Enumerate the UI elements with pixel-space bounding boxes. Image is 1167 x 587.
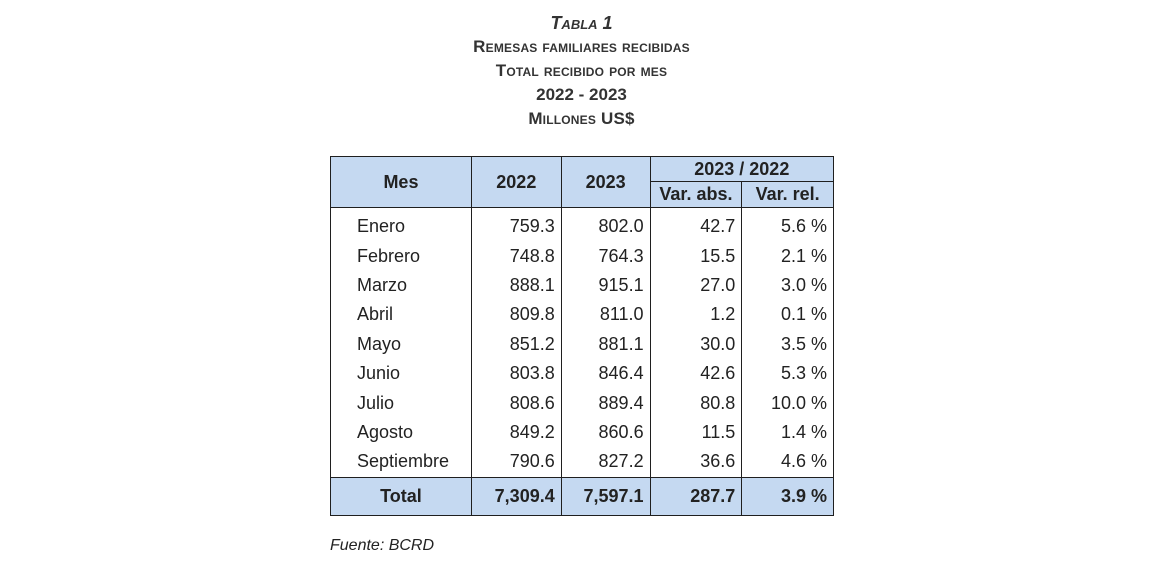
total-label: Total <box>330 476 472 516</box>
month-cell: Junio <box>330 358 472 389</box>
value-2023-cell: 889.4 <box>560 388 651 418</box>
total-var-rel: 3.9 % <box>741 476 834 516</box>
var-abs-cell: 30.0 <box>649 329 743 359</box>
value-2023-cell: 764.3 <box>560 241 651 271</box>
var-abs-cell: 80.8 <box>649 388 743 418</box>
title-line-2: Total recibido por mes <box>495 61 668 80</box>
table-body: Enero 759.3 802.0 42.7 5.6 % Febrero 748.8 764.… <box>330 207 834 478</box>
value-2023-cell: 802.0 <box>560 207 651 242</box>
var-abs-cell: 36.6 <box>649 447 743 478</box>
var-rel-cell: 5.3 % <box>741 358 834 389</box>
value-2023-cell: 860.6 <box>560 417 651 448</box>
table-header: Mes 2022 2023 2023 / 2022 Var. abs. Var.… <box>330 156 835 208</box>
table-row: Agosto 849.2 860.6 11.5 1.4 % <box>330 417 834 448</box>
value-2022-cell: 851.2 <box>470 329 562 359</box>
value-2023-cell: 827.2 <box>560 447 651 478</box>
header-2022: 2022 <box>470 156 562 208</box>
var-rel-cell: 5.6 % <box>741 207 834 242</box>
value-2022-cell: 888.1 <box>470 270 562 301</box>
header-var-rel: Var. rel. <box>741 181 834 208</box>
month-cell: Enero <box>330 207 472 242</box>
header-mes: Mes <box>330 156 472 208</box>
value-2023-cell: 846.4 <box>560 358 651 389</box>
table-row: Febrero 748.8 764.3 15.5 2.1 % <box>330 241 834 271</box>
value-2022-cell: 849.2 <box>470 417 562 448</box>
title-line-3: 2022 - 2023 <box>536 85 627 104</box>
table-footer-total: Total 7,309.4 7,597.1 287.7 3.9 % <box>330 476 834 516</box>
month-cell: Agosto <box>330 417 472 448</box>
table-row: Junio 803.8 846.4 42.6 5.3 % <box>330 358 834 389</box>
var-rel-cell: 3.5 % <box>741 329 834 359</box>
title-line-1: Remesas familiares recibidas <box>473 37 690 56</box>
total-var-abs: 287.7 <box>649 476 743 516</box>
var-rel-cell: 0.1 % <box>741 300 834 330</box>
table-row: Marzo 888.1 915.1 27.0 3.0 % <box>330 270 834 301</box>
table-row: Julio 808.6 889.4 80.8 10.0 % <box>330 388 834 418</box>
var-abs-cell: 15.5 <box>649 241 743 271</box>
total-2022: 7,309.4 <box>470 476 562 516</box>
var-rel-cell: 1.4 % <box>741 417 834 448</box>
total-row: Total 7,309.4 7,597.1 287.7 3.9 % <box>330 476 834 516</box>
var-abs-cell: 11.5 <box>649 417 743 448</box>
var-rel-cell: 10.0 % <box>741 388 834 418</box>
var-abs-cell: 42.7 <box>649 207 743 242</box>
value-2022-cell: 790.6 <box>470 447 562 478</box>
table-title-block: Tabla 1 Remesas familiares recibidas Tot… <box>0 11 1163 131</box>
month-cell: Marzo <box>330 270 472 301</box>
value-2022-cell: 748.8 <box>470 241 562 271</box>
table-row: Mayo 851.2 881.1 30.0 3.5 % <box>330 329 834 359</box>
var-rel-cell: 4.6 % <box>741 447 834 478</box>
month-cell: Mayo <box>330 329 472 359</box>
value-2022-cell: 759.3 <box>470 207 562 242</box>
value-2022-cell: 803.8 <box>470 358 562 389</box>
value-2023-cell: 881.1 <box>560 329 651 359</box>
month-cell: Julio <box>330 388 472 418</box>
table-row: Enero 759.3 802.0 42.7 5.6 % <box>330 207 834 242</box>
table-number: Tabla 1 <box>550 13 613 33</box>
value-2023-cell: 811.0 <box>560 300 651 330</box>
source-note: Fuente: BCRD <box>330 537 435 554</box>
month-cell: Febrero <box>330 241 472 271</box>
total-2023: 7,597.1 <box>560 476 651 516</box>
title-line-4: Millones US$ <box>528 109 635 128</box>
table-row: Septiembre 790.6 827.2 36.6 4.6 % <box>330 447 834 478</box>
remittances-table: Mes 2022 2023 2023 / 2022 Var. abs. Var.… <box>330 156 835 516</box>
var-abs-cell: 1.2 <box>649 300 743 330</box>
var-rel-cell: 3.0 % <box>741 270 834 301</box>
value-2022-cell: 809.8 <box>470 300 562 330</box>
header-group-variation: 2023 / 2022 <box>649 156 835 182</box>
header-2023: 2023 <box>560 156 651 208</box>
header-var-abs: Var. abs. <box>649 181 743 208</box>
value-2023-cell: 915.1 <box>560 270 651 301</box>
table-row: Abril 809.8 811.0 1.2 0.1 % <box>330 300 834 330</box>
value-2022-cell: 808.6 <box>470 388 562 418</box>
var-abs-cell: 42.6 <box>649 358 743 389</box>
var-rel-cell: 2.1 % <box>741 241 834 271</box>
month-cell: Abril <box>330 300 472 330</box>
var-abs-cell: 27.0 <box>649 270 743 301</box>
month-cell: Septiembre <box>330 447 472 478</box>
